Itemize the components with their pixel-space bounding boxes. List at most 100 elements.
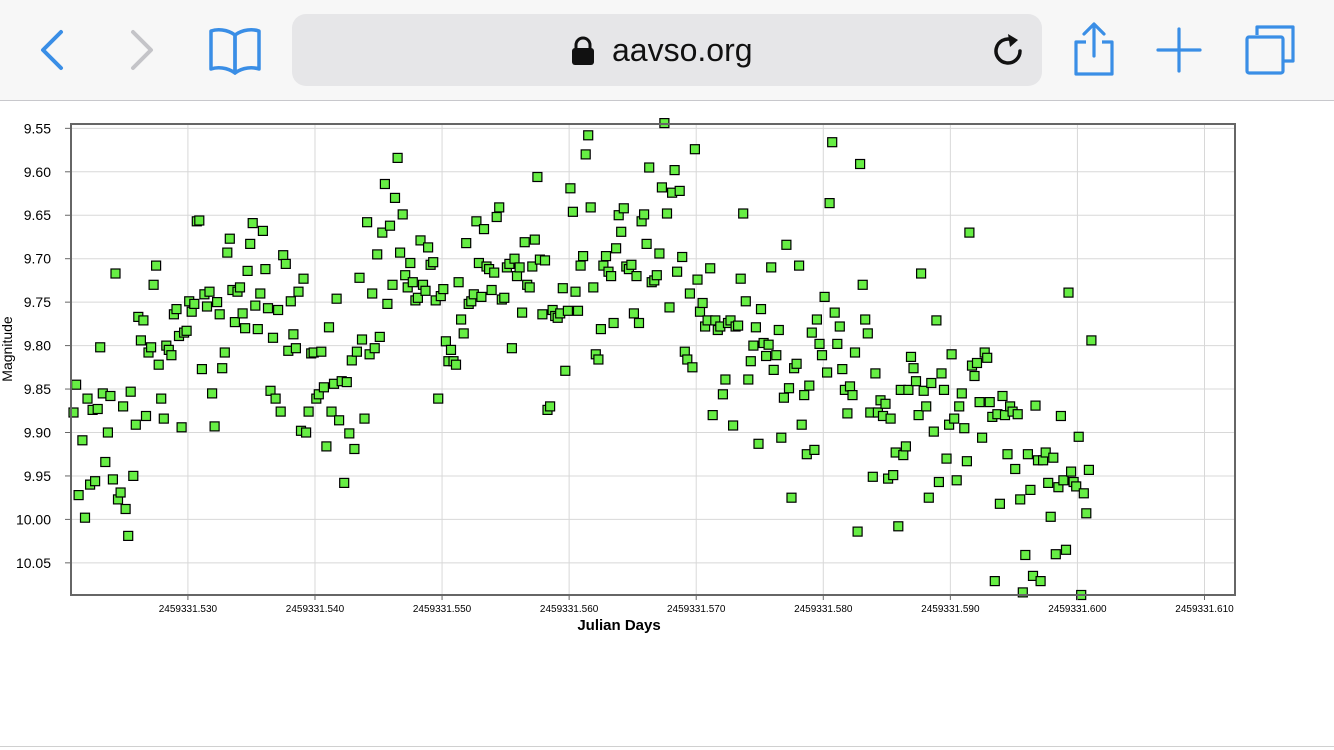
data-point xyxy=(362,217,373,228)
data-point xyxy=(1027,570,1039,581)
back-button[interactable] xyxy=(30,14,74,86)
data-point xyxy=(1002,449,1013,460)
data-point xyxy=(387,279,398,290)
data-point xyxy=(565,183,576,194)
data-point xyxy=(949,413,960,424)
data-point xyxy=(577,251,589,262)
data-point xyxy=(783,383,795,394)
data-point xyxy=(374,331,385,342)
y-tick-label: 9.55 xyxy=(24,120,51,136)
data-point xyxy=(651,270,662,281)
data-point xyxy=(445,344,457,355)
data-point xyxy=(194,215,205,226)
data-point xyxy=(854,158,866,170)
data-point xyxy=(900,441,912,452)
data-point xyxy=(367,288,378,299)
data-point xyxy=(915,268,927,279)
data-point xyxy=(842,408,853,419)
data-point xyxy=(572,305,584,316)
data-point xyxy=(156,393,167,404)
data-point xyxy=(267,332,279,343)
data-point xyxy=(880,398,891,409)
data-point xyxy=(511,271,523,282)
data-point xyxy=(339,477,350,488)
share-button[interactable] xyxy=(1070,14,1118,86)
data-point xyxy=(994,498,1006,509)
data-point xyxy=(209,421,220,432)
data-point xyxy=(229,317,240,328)
data-point xyxy=(260,264,271,275)
forward-button[interactable] xyxy=(120,14,164,86)
x-tick-label: 2459331.580 xyxy=(794,604,853,615)
chevron-right-icon xyxy=(131,30,153,70)
data-point xyxy=(369,343,380,354)
data-point xyxy=(768,364,779,375)
data-point xyxy=(478,223,490,235)
data-point xyxy=(692,274,703,285)
data-point xyxy=(707,410,718,421)
data-point xyxy=(1083,464,1095,475)
light-curve-chart: 9.55 9.60 9.65 9.70 9.75 9.80 9.85 9.90 9.95 10.0… xyxy=(0,101,1334,641)
data-point xyxy=(562,305,574,316)
data-point xyxy=(1040,447,1051,458)
data-point xyxy=(951,475,962,486)
data-point xyxy=(832,338,843,349)
data-point xyxy=(781,239,792,250)
data-point xyxy=(428,257,439,268)
data-point xyxy=(504,258,515,269)
data-point xyxy=(921,401,932,412)
data-point xyxy=(943,419,955,430)
data-point xyxy=(631,271,642,282)
page-bottom-divider xyxy=(0,746,1334,747)
data-point xyxy=(100,456,111,468)
data-point xyxy=(583,130,594,141)
data-point xyxy=(389,192,401,204)
data-point xyxy=(638,209,650,220)
address-bar[interactable]: aavso.org xyxy=(292,14,1042,86)
data-point xyxy=(908,363,919,374)
data-point xyxy=(753,438,764,449)
data-point xyxy=(509,253,520,264)
data-point xyxy=(222,247,233,258)
data-point xyxy=(811,314,823,325)
reload-icon[interactable] xyxy=(990,33,1026,69)
tabs-button[interactable] xyxy=(1242,14,1298,86)
data-point xyxy=(893,521,904,532)
data-point xyxy=(1010,463,1021,475)
y-tick-label: 9.85 xyxy=(24,381,51,397)
data-point xyxy=(438,284,449,295)
data-point xyxy=(128,470,139,481)
data-point xyxy=(105,390,116,402)
data-point xyxy=(323,322,335,333)
data-point xyxy=(969,370,980,382)
data-point xyxy=(356,334,368,345)
data-point xyxy=(1035,576,1046,587)
data-point xyxy=(705,263,716,274)
data-point xyxy=(135,335,146,346)
x-tick-label: 2459331.600 xyxy=(1048,604,1107,615)
data-point xyxy=(860,314,871,325)
data-point xyxy=(903,384,914,395)
data-point xyxy=(262,303,274,314)
bookmarks-button[interactable] xyxy=(205,14,265,86)
data-point xyxy=(905,351,917,362)
data-point xyxy=(661,208,673,219)
data-point xyxy=(489,267,500,278)
lock-icon xyxy=(572,36,594,65)
data-point xyxy=(593,354,604,365)
data-point xyxy=(829,307,840,318)
data-point xyxy=(684,288,696,299)
data-point xyxy=(125,386,136,397)
new-tab-button[interactable] xyxy=(1154,14,1204,86)
data-point xyxy=(689,144,701,155)
data-point xyxy=(138,315,149,326)
data-point xyxy=(557,283,568,294)
data-point xyxy=(570,286,581,297)
data-point xyxy=(677,251,688,263)
x-tick-label: 2459331.590 xyxy=(921,604,980,615)
data-point xyxy=(717,389,729,400)
data-point xyxy=(514,262,525,273)
y-tick-label: 10.00 xyxy=(16,511,51,527)
data-point xyxy=(219,347,230,358)
share-icon xyxy=(1074,22,1114,76)
